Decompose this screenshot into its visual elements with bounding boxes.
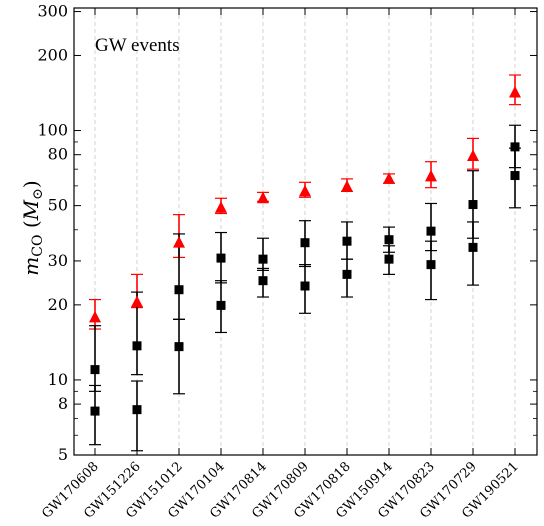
- square-marker: [216, 253, 226, 263]
- y-tick-label: 20: [48, 295, 68, 314]
- y-tick-label: 100: [37, 121, 68, 140]
- square-marker: [510, 142, 520, 152]
- y-tick-label: 300: [37, 2, 68, 21]
- triangle-marker: [467, 149, 479, 162]
- y-axis-symbol-subscript: CO: [30, 235, 46, 257]
- square-marker: [300, 238, 310, 248]
- square-marker: [132, 405, 142, 415]
- data-markers: [89, 85, 521, 416]
- triangle-marker: [257, 191, 269, 204]
- y-tick-label: 80: [48, 145, 68, 164]
- triangle-marker: [509, 85, 521, 98]
- triangle-marker: [215, 201, 227, 213]
- square-marker: [426, 260, 436, 270]
- square-marker: [342, 269, 352, 279]
- y-axis-unit-subscript: ⊙: [30, 188, 46, 200]
- square-marker: [216, 300, 226, 310]
- y-axis-unit-open: (: [19, 220, 43, 234]
- square-marker: [384, 254, 394, 264]
- y-tick-label: 200: [37, 45, 68, 64]
- triangle-marker: [89, 310, 101, 323]
- y-tick-label: 30: [48, 251, 68, 270]
- triangle-marker: [299, 184, 311, 197]
- square-marker: [384, 235, 394, 245]
- triangle-marker: [383, 172, 395, 184]
- square-marker: [174, 285, 184, 295]
- square-marker: [258, 254, 268, 264]
- square-marker: [258, 276, 268, 286]
- triangle-marker: [341, 180, 353, 192]
- y-axis-unit-close: ): [19, 180, 43, 188]
- square-marker: [510, 171, 520, 181]
- y-axis-label: mCO (M⊙): [19, 180, 46, 275]
- y-axis-ticks: 5 8 10 20 30 50 80 100 200 300: [37, 2, 537, 464]
- y-axis-unit: M: [19, 199, 43, 221]
- square-marker: [300, 281, 310, 291]
- triangle-marker: [425, 169, 437, 182]
- annotation-label: GW events: [95, 35, 180, 56]
- square-marker: [132, 341, 142, 351]
- y-tick-label: 10: [48, 370, 68, 389]
- x-axis-ticks: GW170608GW151226GW151012GW170104GW170814…: [39, 8, 522, 522]
- square-marker: [468, 200, 478, 210]
- square-marker: [90, 406, 100, 416]
- y-tick-label: 8: [58, 394, 68, 413]
- square-marker: [174, 342, 184, 352]
- square-marker: [90, 365, 100, 375]
- y-axis-symbol: m: [19, 257, 43, 276]
- square-marker: [426, 226, 436, 236]
- triangle-marker: [173, 236, 185, 248]
- square-marker: [342, 236, 352, 246]
- square-marker: [468, 242, 478, 252]
- triangle-marker: [131, 295, 143, 308]
- y-tick-label: 5: [58, 445, 68, 464]
- y-tick-label: 50: [48, 196, 68, 215]
